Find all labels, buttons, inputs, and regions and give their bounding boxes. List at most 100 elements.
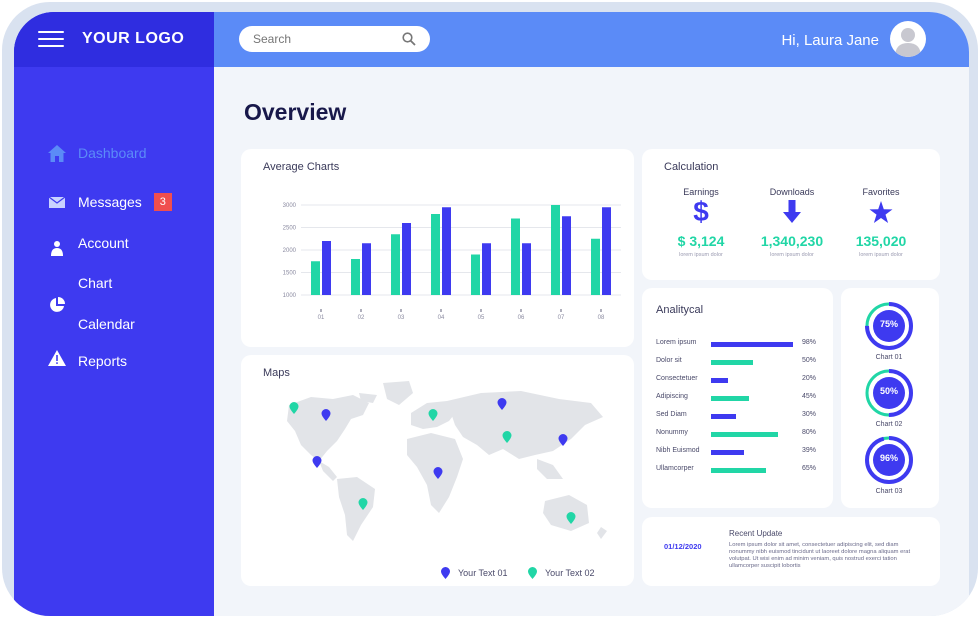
sidebar-item-messages[interactable]: Messages 3 xyxy=(48,191,172,213)
stat-label: Favorites xyxy=(862,187,900,197)
dollar-icon: $ xyxy=(693,196,709,227)
stat-value: 1,340,230 xyxy=(760,233,824,249)
sidebar-item-label: Reports xyxy=(78,353,128,369)
map-legend-item-2: Your Text 02 xyxy=(528,567,595,579)
analytical-row: Dolor sit 50% xyxy=(656,356,821,370)
sidebar-item-account[interactable]: Account xyxy=(48,232,129,256)
row-bar xyxy=(711,450,744,455)
calculation-card: Calculation Earnings $ $ 3,124 lorem ips… xyxy=(642,149,940,280)
map-pin-icon[interactable] xyxy=(289,402,299,414)
sidebar-item-reports[interactable]: Reports xyxy=(48,350,127,372)
card-title: Calculation xyxy=(664,161,719,173)
y-tick-label: 1500 xyxy=(283,271,297,277)
home-icon xyxy=(48,144,66,162)
row-bar xyxy=(711,414,737,419)
update-body: Lorem ipsum dolor sit amet, consectetuer… xyxy=(729,542,911,569)
avatar[interactable] xyxy=(890,21,926,57)
bar-series-1 xyxy=(351,259,360,295)
row-label: Consectetuer xyxy=(656,375,698,382)
stat-label: Downloads xyxy=(769,187,815,197)
row-label: Nonummy xyxy=(656,429,688,436)
bar-series-1 xyxy=(311,261,320,295)
sidebar-item-label: Chart xyxy=(78,275,113,291)
analytical-card: Analitycal Lorem ipsum 98% Dolor sit 50% Con… xyxy=(642,288,833,508)
row-label: Ullamcorper xyxy=(656,465,694,472)
legend-label: Your Text 02 xyxy=(545,568,595,578)
search-icon[interactable] xyxy=(402,32,416,46)
map-pin-icon[interactable] xyxy=(321,409,331,421)
row-label: Lorem ipsum xyxy=(656,339,697,346)
maps-card: Maps xyxy=(241,355,634,586)
pin-icon xyxy=(528,567,537,579)
bar-series-2 xyxy=(522,243,531,295)
map-pins xyxy=(289,398,576,524)
pie-icon xyxy=(48,274,66,312)
donut-label: Chart 01 xyxy=(875,354,903,361)
logo-area: YOUR LOGO xyxy=(14,12,214,67)
pin-icon xyxy=(441,567,450,579)
average-charts-card: Average Charts 1000 1500 2000 2500 3000 01 02 0… xyxy=(241,149,634,347)
row-percent: 20% xyxy=(802,375,817,382)
sidebar-item-dashboard[interactable]: Dashboard xyxy=(48,142,147,164)
bar-series-1 xyxy=(391,234,400,295)
row-percent: 65% xyxy=(802,465,817,472)
bar-series-1 xyxy=(511,218,520,295)
hamburger-menu-icon[interactable] xyxy=(38,31,64,47)
sidebar-item-calendar[interactable]: Calendar xyxy=(48,313,135,335)
user-icon xyxy=(48,234,66,256)
row-label: Sed Diam xyxy=(656,411,687,418)
progress-donut: 50% xyxy=(863,367,915,419)
stat-caption: lorem ipsum dolor xyxy=(859,252,903,258)
bar-series-2 xyxy=(482,243,491,295)
bar-series-2 xyxy=(402,223,411,295)
bar-series-2 xyxy=(602,207,611,295)
sidebar-item-chart[interactable]: Chart xyxy=(48,272,113,312)
row-label: Adipiscing xyxy=(656,393,688,400)
map-pin-icon[interactable] xyxy=(358,498,368,510)
star-icon xyxy=(836,197,926,227)
map-pin-icon[interactable] xyxy=(502,431,512,443)
progress-donut: 75% xyxy=(863,300,915,352)
map-legend-item-1: Your Text 01 xyxy=(441,567,508,579)
bar-series-1 xyxy=(471,254,480,295)
unread-count-badge: 3 xyxy=(153,193,172,211)
search-input[interactable] xyxy=(253,31,393,47)
donut-percent: 50% xyxy=(879,386,898,396)
progress-donut: 96% xyxy=(863,434,915,486)
row-percent: 45% xyxy=(802,393,817,400)
map-pin-icon[interactable] xyxy=(566,512,576,524)
x-tick-label: 03 xyxy=(398,315,405,321)
stat-caption: lorem ipsum dolor xyxy=(679,252,723,258)
map-pin-icon[interactable] xyxy=(558,434,568,446)
analytical-row: Nonummy 80% xyxy=(656,428,821,442)
y-tick-label: 1000 xyxy=(283,293,297,299)
map-pin-icon[interactable] xyxy=(312,456,322,468)
search-box[interactable] xyxy=(239,26,430,52)
stat-value: 135,020 xyxy=(855,233,907,249)
recent-update-card: 01/12/2020 Recent Update Lorem ipsum dol… xyxy=(642,517,940,586)
row-label: Dolor sit xyxy=(656,357,682,364)
bar-series-1 xyxy=(551,205,560,295)
analytical-row: Consectetuer 20% xyxy=(656,374,821,388)
donut-percent: 96% xyxy=(879,453,898,463)
stat-value: $ 3,124 xyxy=(677,233,725,249)
map-pin-icon[interactable] xyxy=(433,467,443,479)
bar-series-2 xyxy=(322,241,331,295)
alert-icon xyxy=(48,350,66,370)
map-pin-icon[interactable] xyxy=(428,409,438,421)
bar-series-1 xyxy=(591,238,600,295)
map-pin-icon[interactable] xyxy=(497,398,507,410)
analytical-row: Ullamcorper 65% xyxy=(656,464,821,478)
download-arrow-icon xyxy=(747,197,837,227)
sidebar: YOUR LOGO Dashboard Messages 3 Account xyxy=(14,12,214,616)
card-title: Maps xyxy=(263,367,290,379)
x-tick-label: 04 xyxy=(438,315,445,321)
row-percent: 98% xyxy=(802,339,817,346)
sidebar-item-label: Calendar xyxy=(78,316,135,332)
row-bar xyxy=(711,342,794,347)
sidebar-item-label: Messages xyxy=(78,194,142,210)
stat-caption: lorem ipsum dolor xyxy=(770,252,814,258)
page-title: Overview xyxy=(244,99,347,125)
world-map xyxy=(287,381,607,541)
